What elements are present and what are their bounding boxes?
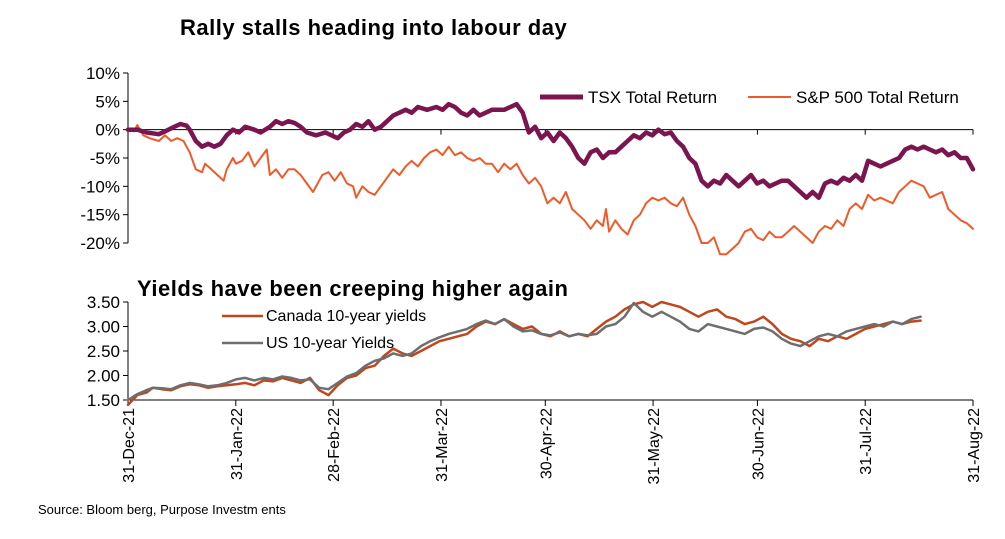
top-y-tick-label: 5% xyxy=(95,92,120,111)
x-tick-label: 31-Aug-22 xyxy=(966,408,983,483)
bottom-y-tick-label: 3.00 xyxy=(87,318,120,337)
bottom-legend: Canada 10-year yields US 10-year Yields xyxy=(222,308,426,352)
legend-tsx-label: TSX Total Return xyxy=(588,88,717,107)
top-y-tick-label: -20% xyxy=(80,234,120,253)
us-10y-yield-line xyxy=(126,301,922,402)
x-tick-label: 31-Mar-22 xyxy=(434,408,451,482)
canada-10y-yield-line xyxy=(126,300,922,407)
x-tick-label: 31-May-22 xyxy=(646,408,663,485)
top-y-tick-label: -15% xyxy=(80,206,120,225)
legend-us-label: US 10-year Yields xyxy=(266,335,394,352)
top-y-tick-label: 0% xyxy=(95,121,120,140)
top-legend: TSX Total Return S&P 500 Total Return xyxy=(540,88,959,107)
top-y-tick-label: -10% xyxy=(80,177,120,196)
legend-canada-label: Canada 10-year yields xyxy=(266,308,426,325)
bottom-y-tick-label: 2.50 xyxy=(87,342,120,361)
bottom-chart-series xyxy=(126,300,922,407)
top-chart-title: Rally stalls heading into labour day xyxy=(180,15,567,40)
bottom-y-tick-label: 1.50 xyxy=(87,391,120,410)
x-tick-label: 30-Apr-22 xyxy=(538,408,555,479)
tsx-total-return-line xyxy=(125,101,976,200)
top-y-tick-label: -5% xyxy=(90,149,120,168)
x-tick-label: 31-Jan-22 xyxy=(229,408,246,480)
x-tick-label: 30-Jun-22 xyxy=(750,408,767,480)
top-chart-series xyxy=(125,101,976,256)
bottom-chart-title: Yields have been creeping higher again xyxy=(137,276,568,301)
source-note: Source: Bloom berg, Purpose Investm ents xyxy=(38,502,286,517)
sp500-total-return-line xyxy=(127,124,974,256)
bottom-y-tick-label: 2.00 xyxy=(87,367,120,386)
x-tick-label: 31-Jul-22 xyxy=(858,408,875,475)
top-y-tick-label: 10% xyxy=(86,64,120,83)
bottom-y-tick-label: 3.50 xyxy=(87,293,120,312)
x-tick-label: 28-Feb-22 xyxy=(326,408,343,482)
legend-sp500-label: S&P 500 Total Return xyxy=(796,88,959,107)
x-tick-label: 31-Dec-21 xyxy=(121,408,138,483)
